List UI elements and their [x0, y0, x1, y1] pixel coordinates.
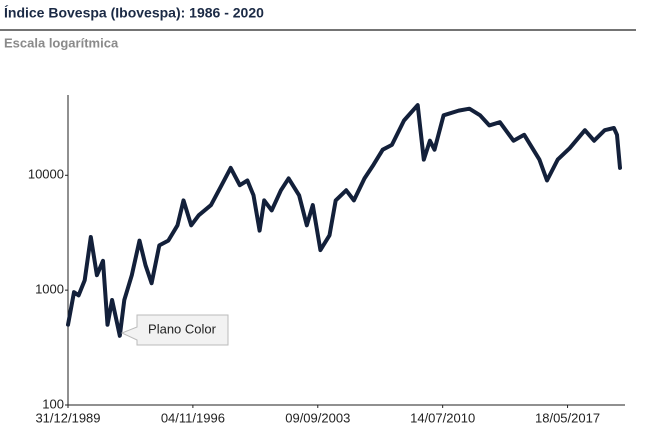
- x-tick-label: 31/12/1989: [35, 410, 100, 425]
- y-tick-label: 100: [42, 396, 64, 411]
- series-line: [66, 103, 622, 338]
- x-tick-label: 18/05/2017: [535, 410, 600, 425]
- chart-title: Índice Bovespa (Ibovespa): 1986 - 2020: [4, 5, 264, 21]
- x-tick-label: 09/09/2003: [285, 410, 350, 425]
- chart-subtitle: Escala logarítmica: [4, 35, 119, 50]
- x-tick-label: 14/07/2010: [410, 410, 475, 425]
- annotation: Plano Color: [148, 321, 217, 336]
- annotation-box: [120, 314, 229, 346]
- y-tick-label: 10000: [28, 167, 64, 182]
- plot: [66, 103, 622, 338]
- y-tick-label: 1000: [35, 282, 64, 297]
- x-tick-label: 04/11/1996: [161, 410, 225, 425]
